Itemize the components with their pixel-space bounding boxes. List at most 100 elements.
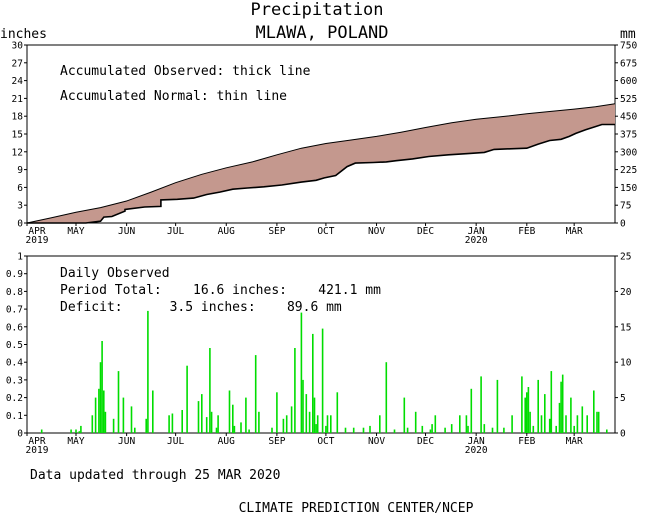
left-y-tick-label: 9	[17, 165, 23, 176]
daily-precip-bar	[245, 397, 247, 433]
daily-precip-bar	[308, 411, 311, 433]
right-y-tick-label: 75	[620, 201, 631, 212]
accumulated-lines-layer	[26, 103, 616, 224]
left-y-tick-label: 18	[12, 112, 24, 123]
daily-precip-bar	[276, 392, 278, 433]
daily-precip-bar	[300, 312, 303, 433]
right-axis-unit: mm	[620, 27, 636, 42]
left-y-tick-label: 3	[17, 201, 23, 212]
daily-precip-bar	[147, 310, 149, 433]
daily-precip-bar	[459, 415, 461, 433]
daily-precip-bar	[503, 427, 505, 433]
daily-precip-bar	[524, 397, 526, 433]
daily-precip-bar	[511, 415, 513, 433]
left-y-tick-label: 0.1	[6, 411, 23, 422]
daily-precip-bar	[80, 425, 82, 433]
x-year-label: 2020	[465, 235, 488, 246]
daily-precip-bar	[352, 427, 355, 433]
daily-precip-bar	[467, 425, 469, 433]
daily-precip-bar	[326, 415, 329, 433]
daily-precip-bar	[344, 427, 347, 433]
daily-precip-bar	[282, 418, 285, 433]
daily-precip-bar	[122, 397, 125, 433]
x-month-label: APR	[28, 436, 45, 447]
daily-precip-bar	[40, 429, 43, 433]
left-y-tick-label: 0.5	[6, 340, 23, 351]
left-y-tick-label: 0	[17, 219, 23, 230]
daily-precip-bar	[294, 348, 296, 433]
daily-precip-bar	[586, 415, 588, 433]
daily-precip-bar	[305, 394, 308, 433]
daily-precip-bar	[186, 365, 188, 433]
right-y-tick-label: 300	[620, 147, 637, 158]
left-y-tick-label: 0.4	[6, 358, 23, 369]
daily-precip-bar	[596, 411, 598, 433]
left-y-tick-label: 30	[12, 41, 24, 52]
daily-precip-bar	[302, 379, 304, 433]
daily-precip-bar	[565, 415, 567, 433]
left-y-tick-label: 27	[12, 58, 23, 69]
x-month-label: FEB	[518, 226, 535, 237]
x-month-label: JAN	[468, 226, 485, 237]
data-updated-note: Data updated through 25 MAR 2020	[30, 468, 280, 483]
daily-precip-bar	[414, 411, 417, 433]
left-y-tick-label: 24	[12, 76, 24, 87]
x-year-label: 2019	[26, 445, 49, 456]
right-y-tick-label: 750	[620, 41, 637, 52]
daily-precip-bar	[444, 427, 446, 433]
accumulated-observed-line	[27, 123, 615, 224]
daily-precip-bar	[117, 371, 120, 433]
daily-precip-bar	[130, 406, 133, 433]
daily-precip-bar	[385, 362, 388, 433]
right-y-tick-label: 600	[620, 76, 637, 87]
right-y-tick-label: 675	[620, 58, 637, 69]
daily-precip-bar	[98, 388, 100, 434]
left-y-tick-label: 21	[12, 94, 24, 105]
daily-precip-bar	[330, 415, 332, 433]
deficit-area	[27, 103, 615, 223]
daily-precip-bar	[480, 376, 482, 433]
accumulated-normal-line	[26, 103, 616, 224]
right-y-tick-label: 15	[620, 322, 631, 333]
left-y-tick-label: 0.3	[6, 375, 23, 386]
daily-precip-bar	[101, 341, 103, 433]
chart-title: Precipitation	[250, 0, 383, 20]
x-month-label: NOV	[368, 436, 385, 447]
daily-precip-bar	[526, 392, 528, 433]
x-month-label: JAN	[468, 436, 485, 447]
right-y-tick-label: 225	[620, 165, 637, 176]
daily-precip-bar	[529, 411, 531, 433]
accumulated-chart: 0369121518212427300751502253003754505256…	[12, 41, 638, 247]
daily-precip-bar	[315, 424, 317, 433]
x-year-label: 2019	[26, 235, 49, 246]
x-month-label: JUL	[167, 436, 184, 447]
daily-precip-bar	[209, 348, 211, 433]
daily-precip-bar	[581, 406, 584, 433]
daily-precip-bar	[75, 429, 77, 433]
daily-precip-bar	[171, 413, 174, 433]
daily-precip-bar	[205, 417, 208, 433]
credit-line: CLIMATE PREDICTION CENTER/NCEP	[239, 501, 474, 516]
daily-precip-bar	[544, 394, 546, 433]
daily-precip-bar	[576, 415, 579, 433]
daily-precip-bar	[248, 429, 250, 433]
deficit-area-layer	[27, 103, 615, 223]
daily-precip-bar	[369, 425, 371, 433]
period-total-note: Period Total: 16.6 inches: 421.1 mm	[60, 283, 381, 298]
daily-precip-bar	[540, 415, 543, 433]
left-y-tick-label: 6	[17, 183, 23, 194]
x-month-label: APR	[28, 226, 45, 237]
daily-precip-bar	[78, 431, 81, 433]
accumulated-axis-ticks: 0369121518212427300751502253003754505256…	[12, 41, 638, 247]
daily-precip-bar	[104, 411, 107, 433]
daily-precip-bar	[606, 429, 608, 433]
daily-precip-bar	[521, 376, 523, 433]
right-y-tick-label: 375	[620, 130, 637, 141]
left-y-tick-label: 0.8	[6, 287, 23, 298]
daily-precip-bar	[573, 425, 575, 433]
daily-precip-bar	[491, 427, 494, 433]
x-month-label: NOV	[368, 226, 385, 237]
daily-precip-bar	[570, 397, 572, 433]
right-y-tick-label: 150	[620, 183, 637, 194]
